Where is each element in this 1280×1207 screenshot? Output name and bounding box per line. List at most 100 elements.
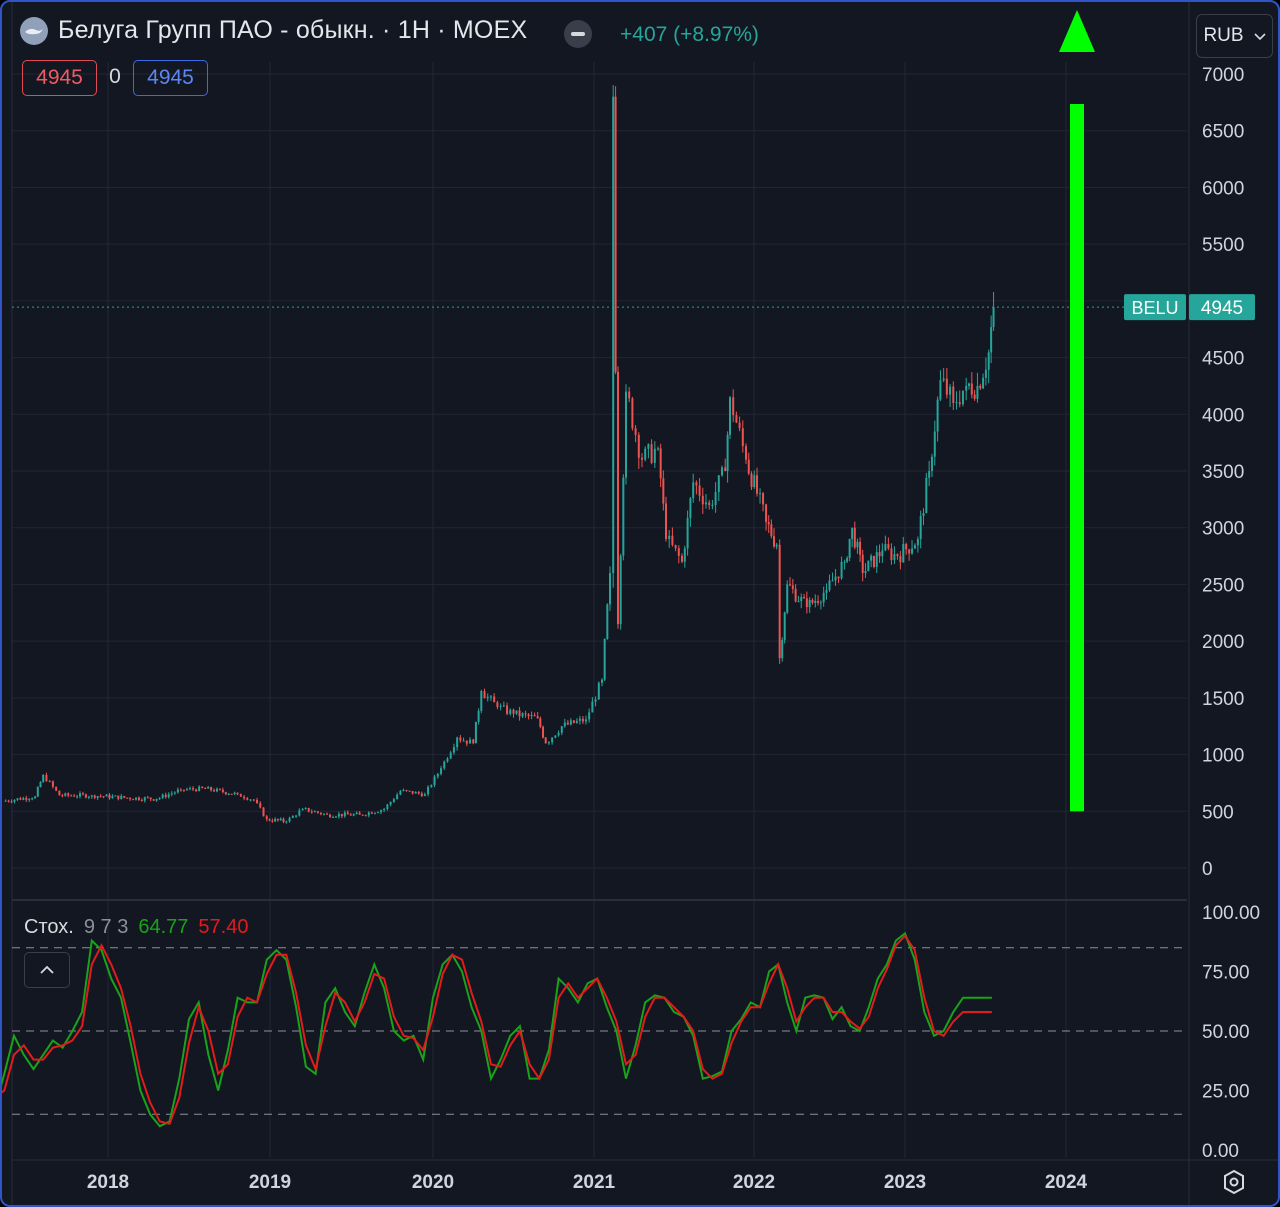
candle-body — [939, 380, 942, 400]
candle-body — [420, 793, 423, 797]
candle-body — [469, 739, 472, 744]
candle-body — [867, 560, 870, 572]
candle-body — [87, 796, 90, 798]
candle-body — [843, 561, 846, 563]
candle-body — [440, 768, 443, 774]
candle-body — [402, 790, 405, 792]
beluga-logo-icon — [20, 16, 48, 45]
candle-body — [233, 792, 236, 795]
stoch-tick-label: 50.00 — [1202, 1022, 1250, 1043]
minus-icon[interactable] — [564, 20, 592, 48]
candle-body — [797, 601, 800, 603]
candle-body — [195, 789, 198, 792]
candle-body — [846, 558, 849, 562]
candle-body — [108, 794, 111, 799]
candle-body — [13, 799, 16, 802]
candle-body — [637, 434, 640, 458]
candle-body — [114, 795, 117, 797]
candle-body — [313, 811, 316, 813]
candle-body — [58, 790, 61, 796]
candle-body — [134, 797, 137, 800]
candle-body — [569, 720, 572, 725]
indicator-legend[interactable]: Стох. 9 7 3 64.77 57.40 — [24, 916, 248, 939]
candle-body — [285, 821, 288, 823]
candle-body — [765, 504, 768, 523]
symbol-title[interactable]: Белуга Групп ПАО - обыкн. · 1H · MOEX — [58, 16, 528, 44]
candle-body — [518, 710, 521, 717]
candle-body — [316, 811, 319, 813]
candle-body — [99, 796, 102, 798]
candle-body — [16, 798, 19, 800]
candle-body — [34, 796, 37, 799]
candle-body — [361, 814, 364, 816]
candle-body — [619, 555, 622, 625]
candle-body — [905, 544, 908, 550]
candle-body — [729, 397, 731, 435]
candle-body — [783, 612, 786, 641]
candle-body — [572, 720, 575, 723]
candle-body — [506, 705, 509, 714]
candle-body — [581, 718, 584, 722]
candle-body — [380, 810, 383, 813]
candle-body — [480, 691, 483, 711]
chevron-down-icon — [1253, 25, 1266, 47]
candle-body — [701, 495, 704, 505]
candle-body — [794, 588, 797, 602]
candle-body — [896, 554, 899, 557]
candle-body — [775, 544, 778, 547]
candle-body — [539, 718, 542, 727]
candle-body — [814, 600, 817, 603]
candle-body — [462, 740, 465, 742]
candle-body — [189, 788, 192, 790]
price-tick-label: 2000 — [1202, 632, 1244, 653]
price-tick-label: 6000 — [1202, 178, 1244, 199]
candle-body — [908, 549, 911, 554]
indicator-d-value: 57.40 — [198, 916, 249, 938]
candle-body — [911, 548, 914, 554]
candle-body — [370, 812, 373, 814]
collapse-pane-button[interactable] — [24, 952, 70, 988]
candle-body — [170, 793, 173, 795]
currency-label: RUB — [1203, 25, 1244, 46]
candle-body — [933, 431, 936, 457]
candle-body — [140, 799, 143, 801]
price-tick-label: 3500 — [1202, 462, 1244, 483]
candle-body — [875, 552, 878, 567]
candle-body — [936, 399, 939, 432]
currency-select[interactable]: RUB — [1196, 14, 1273, 58]
candle-body — [137, 797, 140, 800]
candle-body — [207, 787, 210, 789]
chart-settings-gear-icon[interactable] — [1218, 1166, 1250, 1198]
candle-body — [674, 544, 677, 549]
candle-body — [530, 715, 533, 717]
candle-body — [942, 378, 945, 381]
candle-body — [524, 713, 527, 715]
candle-body — [408, 790, 411, 792]
candle-body — [840, 561, 843, 579]
time-tick-label: 2021 — [573, 1172, 616, 1193]
candle-body — [714, 492, 717, 506]
candle-body — [93, 795, 96, 798]
candle-body — [609, 573, 611, 605]
candle-body — [55, 786, 58, 791]
candle-body — [887, 544, 890, 549]
candle-body — [329, 814, 332, 817]
candle-body — [601, 679, 603, 683]
candle-body — [367, 812, 370, 816]
indicator-name: Стох. — [24, 916, 74, 938]
candle-body — [677, 548, 680, 556]
candle-body — [227, 793, 230, 795]
candle-body — [129, 797, 132, 800]
candle-body — [930, 456, 933, 471]
candle-body — [496, 702, 499, 707]
candle-body — [683, 548, 686, 562]
candle-body — [851, 527, 854, 539]
candle-body — [221, 789, 224, 793]
candle-body — [386, 804, 389, 810]
candle-body — [756, 475, 759, 494]
candle-body — [791, 585, 794, 589]
ohlc-open-box: 4945 — [22, 60, 97, 96]
candle-body — [340, 813, 343, 817]
candle-body — [708, 502, 711, 506]
time-tick-label: 2023 — [884, 1172, 926, 1193]
